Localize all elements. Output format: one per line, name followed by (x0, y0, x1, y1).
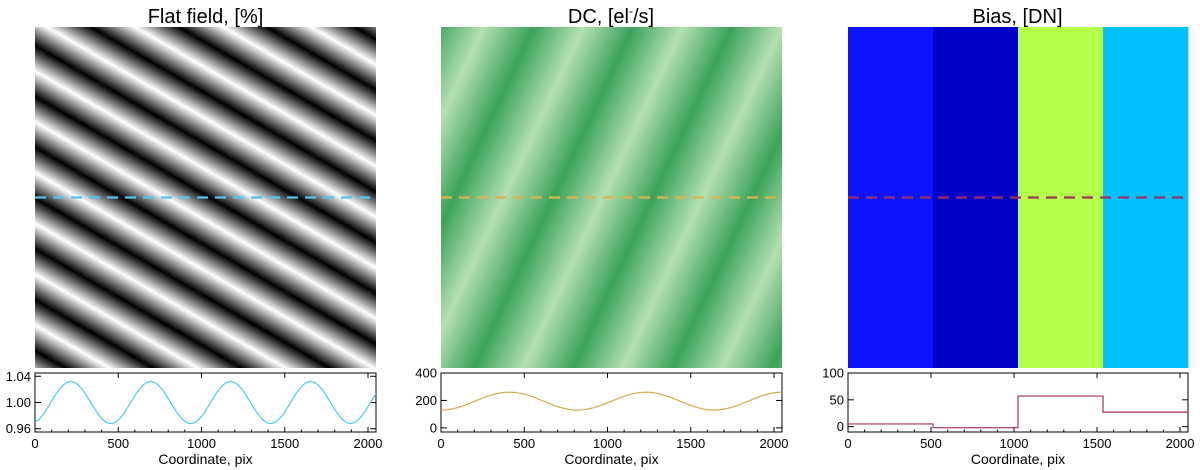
title-tail: /s] (633, 6, 654, 28)
chart-title: Flat field, [%] (148, 6, 264, 28)
flat-field-profile-plot: 0 500 1000 1500 2000 0.96 1.00 1.04 Coordinate, … (6, 369, 383, 467)
x-axis-label: Coordinate, pix (158, 451, 252, 467)
x-tick-label: 500 (920, 436, 942, 451)
y-tick-label: 0 (837, 419, 844, 434)
x-tick-label: 0 (31, 436, 38, 451)
x-tick-label: 2000 (354, 436, 383, 451)
x-tick-label: 2000 (760, 436, 789, 451)
panel-flat-field: Flat field, [%] 0 500 1000 1500 2000 0.96 1.00… (6, 6, 383, 467)
x-tick-label: 1000 (593, 436, 622, 451)
x-tick-label: 0 (437, 436, 444, 451)
profile-series-line (440, 391, 783, 411)
x-tick-label: 1000 (187, 436, 216, 451)
x-tick-label: 1500 (1083, 436, 1112, 451)
panel-bias: Bias, [DN] 0 500 1000 1500 2000 0 50 100 Coordin… (822, 6, 1194, 467)
y-tick-label: 50 (830, 392, 844, 407)
bias-profile-plot: 0 500 1000 1500 2000 0 50 100 Coordinate, pix (822, 366, 1194, 468)
y-tick-label: 400 (415, 366, 437, 381)
profile-series-line (848, 395, 1188, 429)
y-tick-label: 0 (430, 420, 437, 435)
y-tick-label: 1.04 (6, 369, 31, 384)
x-tick-label: 2000 (1166, 436, 1195, 451)
panel-dark-current: DC, [el-/s] 0 500 1000 1500 2000 0 200 400 Coord… (415, 4, 788, 467)
x-tick-label: 500 (513, 436, 535, 451)
x-tick-label: 0 (844, 436, 851, 451)
x-axis-label: Coordinate, pix (564, 451, 658, 467)
y-tick-label: 0.96 (6, 421, 31, 436)
plot-frame (34, 372, 377, 433)
x-tick-label: 1500 (676, 436, 705, 451)
dark-current-profile-plot: 0 500 1000 1500 2000 0 200 400 Coordinate, pix (415, 366, 788, 468)
y-tick-label: 100 (822, 366, 844, 381)
title-main: DC, [el (568, 6, 629, 28)
y-tick-label: 1.00 (6, 395, 31, 410)
plot-frame (847, 372, 1189, 433)
y-tick-label: 200 (415, 393, 437, 408)
plot-frame (440, 372, 783, 433)
chart-title: DC, [el-/s] (568, 4, 654, 28)
profile-series-line (34, 380, 377, 425)
chart-title: Bias, [DN] (972, 6, 1062, 28)
x-tick-label: 1500 (270, 436, 299, 451)
title-superscript: - (629, 4, 633, 18)
x-axis-label: Coordinate, pix (971, 451, 1065, 467)
x-tick-label: 1000 (1000, 436, 1029, 451)
x-tick-label: 500 (107, 436, 129, 451)
